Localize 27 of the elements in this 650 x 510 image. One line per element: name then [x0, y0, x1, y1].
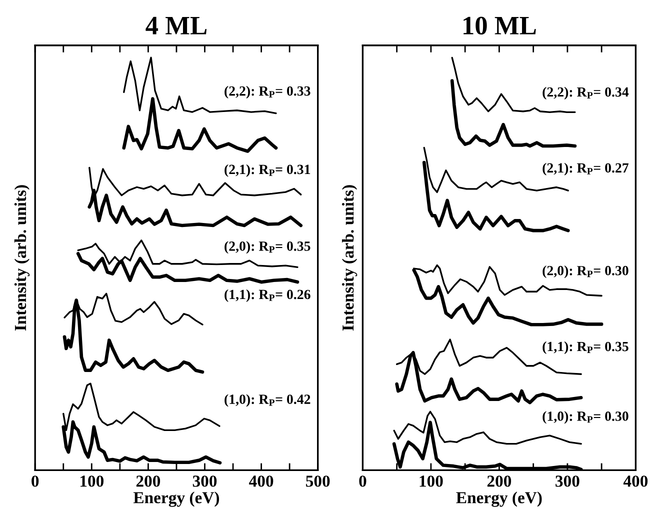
annotation: (1,1): R$_{P}$= 0.35 [542, 341, 628, 354]
annotation: (1,1): R$_{P}$= 0.26 [224, 289, 310, 302]
x-tick-label: 100 [80, 476, 104, 487]
chart-title: 10 ML [464, 16, 536, 35]
chart-title: 4 ML [146, 16, 207, 34]
x-tick-label: 500 [306, 476, 330, 487]
y-axis-title: Intensity (arb. units) [14, 185, 30, 331]
x-tick-label: 0 [32, 476, 39, 487]
x-tick-label: 300 [556, 476, 580, 487]
x-axis-title: Energy (eV) [456, 492, 542, 507]
annotation: (2,1): R$_{P}$= 0.31 [224, 164, 310, 177]
x-tick-label: 0 [359, 476, 366, 487]
annotation: (2,0): R$_{P}$= 0.30 [542, 266, 628, 278]
x-tick-label: 400 [249, 476, 274, 487]
y-axis-title: Intensity (arb. units) [342, 185, 358, 331]
annotation: (2,2): R$_{P}$= 0.33 [224, 86, 310, 99]
x-tick-label: 200 [487, 476, 512, 487]
x-tick-label: 400 [623, 476, 648, 487]
x-tick-label: 300 [192, 476, 217, 487]
annotation: (2,2): R$_{P}$= 0.34 [542, 86, 629, 100]
annotation: (1,0): R$_{P}$= 0.30 [542, 411, 628, 424]
x-tick-label: 200 [136, 476, 160, 487]
annotation: (2,0): R$_{P}$= 0.35 [224, 241, 310, 254]
x-axis-title: Energy (eV) [133, 492, 220, 507]
annotation: (1,0): R$_{P}$= 0.42 [224, 394, 310, 407]
annotation: (2,1): R$_{P}$= 0.27 [542, 162, 629, 176]
x-tick-label: 100 [420, 476, 443, 487]
